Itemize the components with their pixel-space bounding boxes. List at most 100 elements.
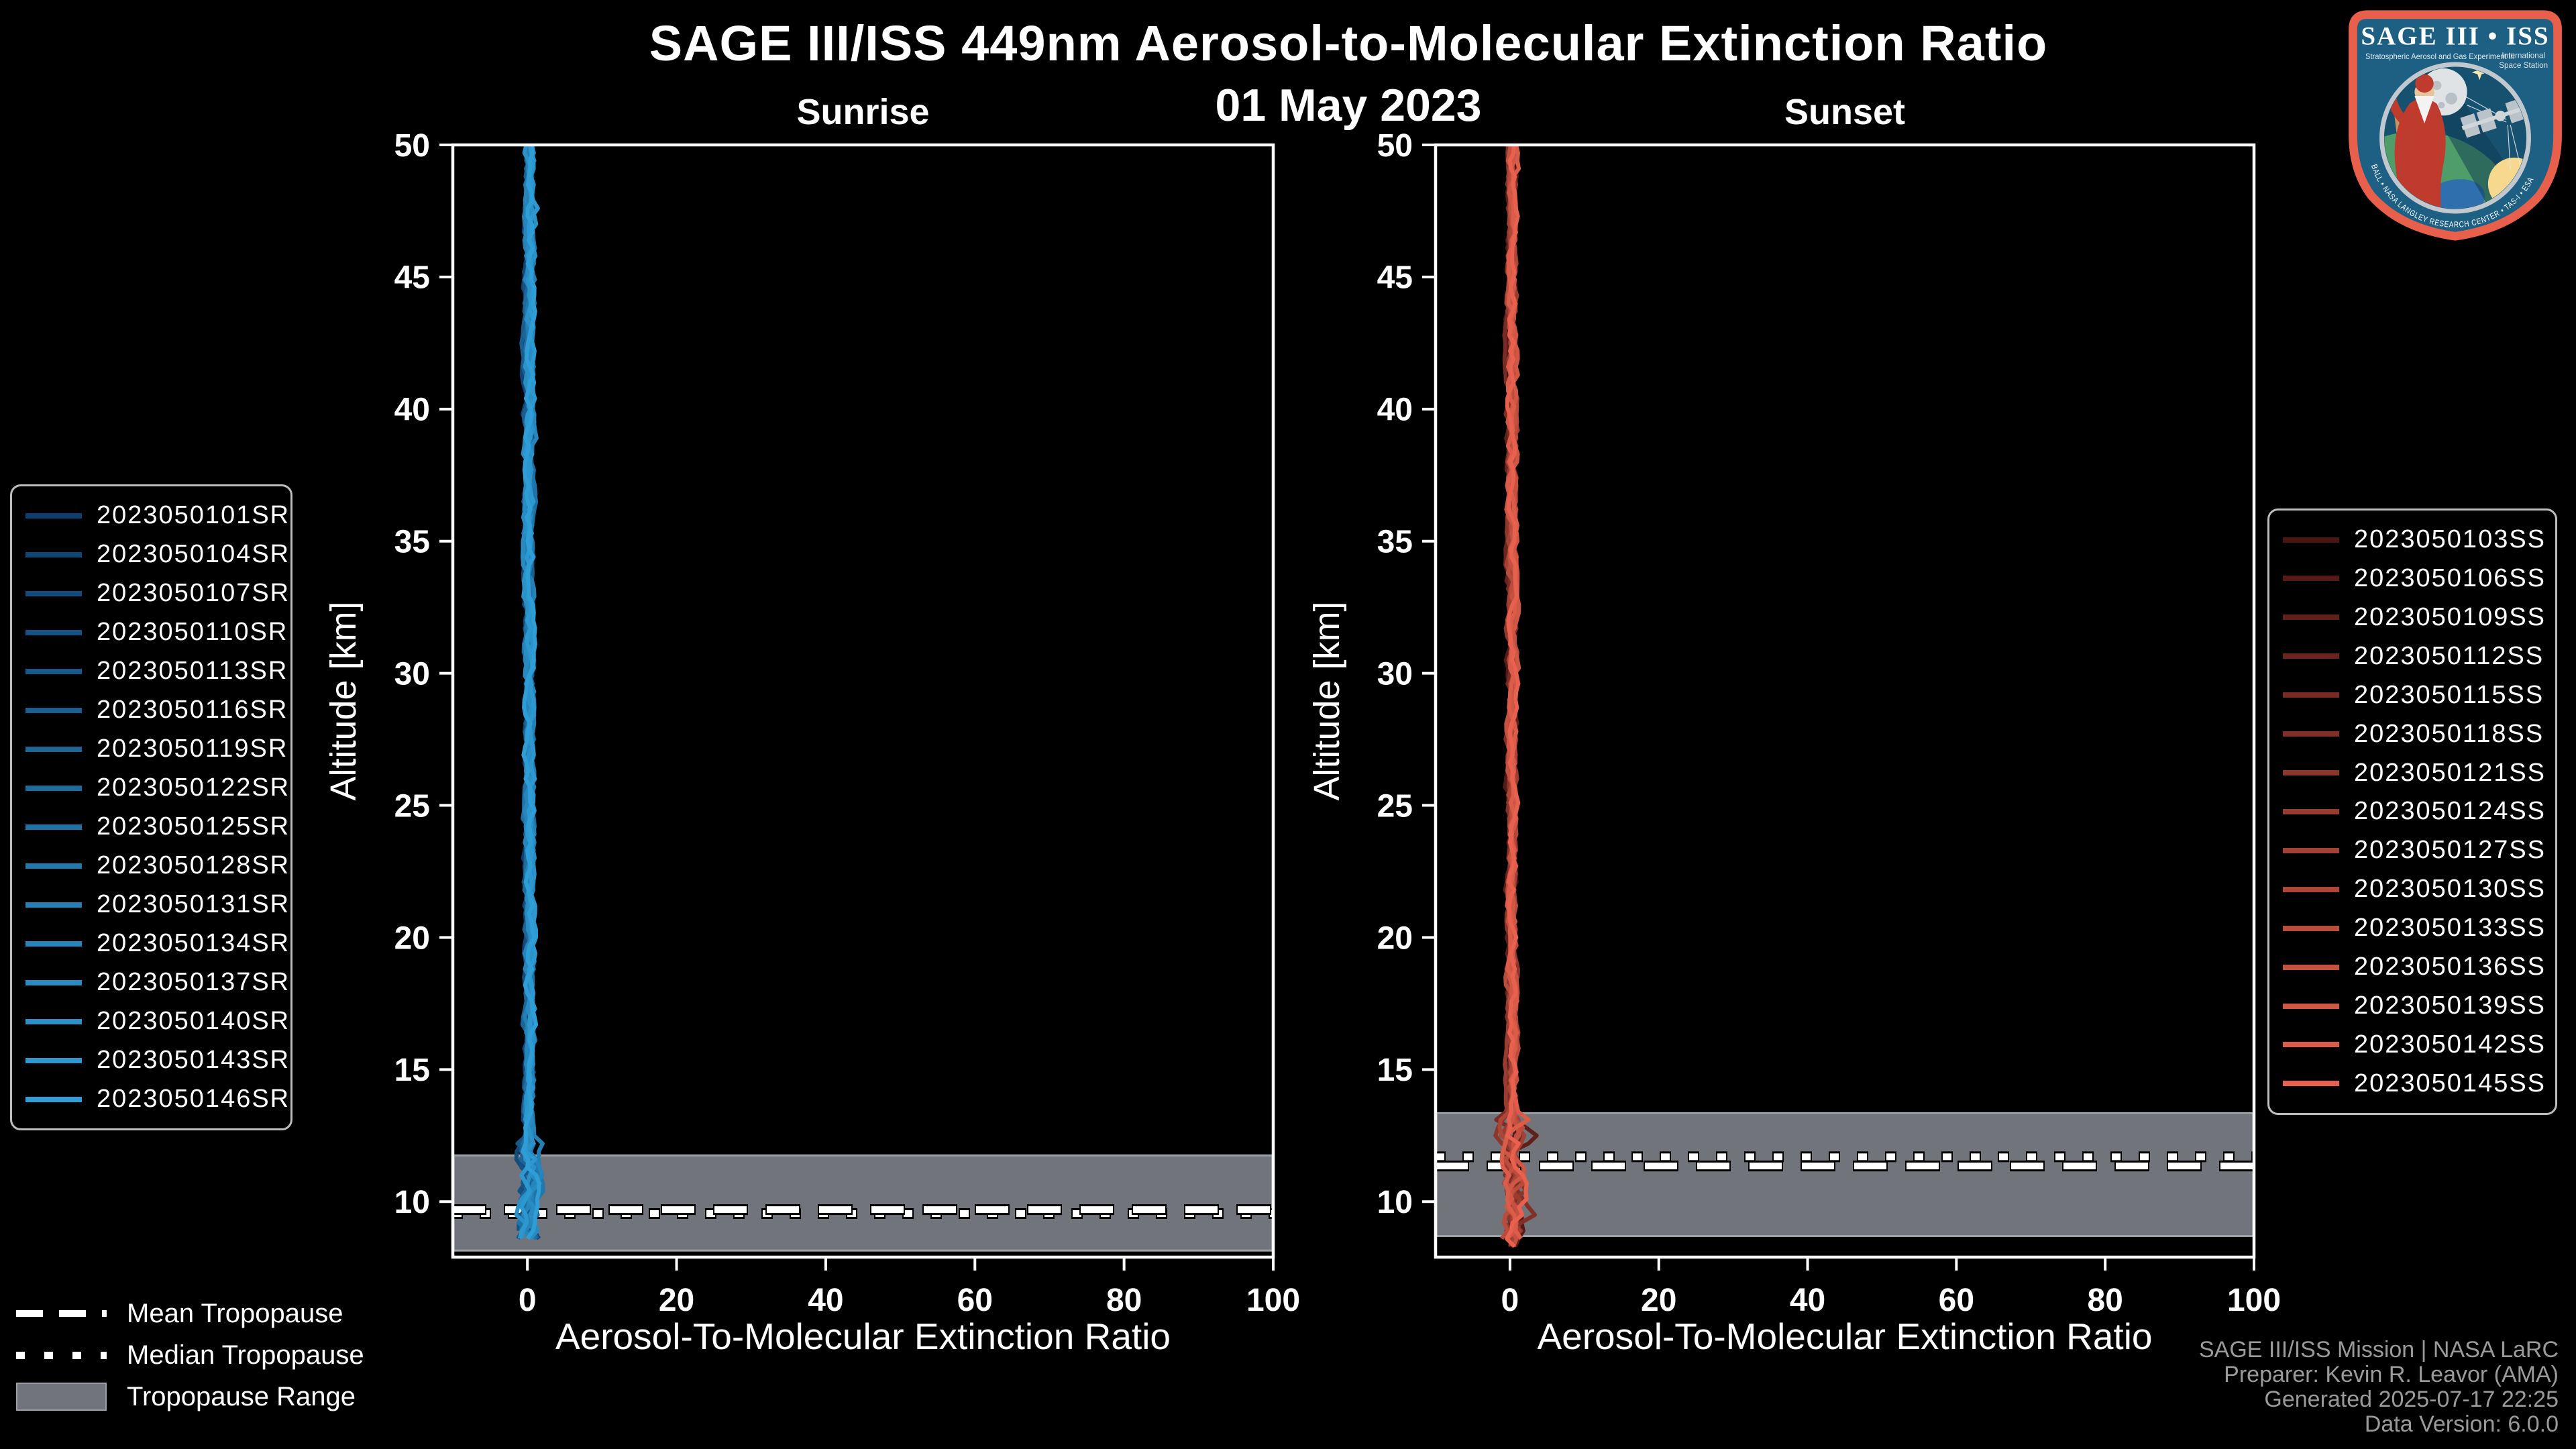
y-tick-label: 15 <box>394 1053 430 1088</box>
legend-line-swatch <box>25 824 82 830</box>
tropopause-legend: Mean Tropopause Median Tropopause Tropop… <box>16 1297 364 1413</box>
y-tick-label: 40 <box>1377 392 1413 428</box>
legend-label: 2023050109SS <box>2354 602 2546 631</box>
legend-item: 2023050109SS <box>2283 603 2544 632</box>
legend-item: 2023050131SR <box>25 890 288 919</box>
legend-label: 2023050145SS <box>2354 1069 2546 1097</box>
y-tick-label: 50 <box>1377 128 1413 164</box>
profile-line-2023050146SR <box>520 145 541 1240</box>
legend-item-tropopause-range: Tropopause Range <box>16 1381 364 1413</box>
legend-label: 2023050140SR <box>97 1007 290 1035</box>
legend-item: 2023050143SR <box>25 1046 288 1075</box>
profile-line-2023050145SS <box>1505 145 1529 1248</box>
x-tick-label: 40 <box>808 1283 843 1318</box>
legend-item: 2023050142SS <box>2283 1030 2544 1059</box>
legend-label: 2023050121SS <box>2354 758 2546 787</box>
x-tick-label: 0 <box>519 1283 537 1318</box>
legend-label: Tropopause Range <box>127 1381 356 1411</box>
legend-line-swatch <box>25 668 82 674</box>
legend-label: 2023050143SR <box>97 1046 290 1074</box>
legend-item: 2023050121SS <box>2283 759 2544 788</box>
legend-item: 2023050134SR <box>25 929 288 958</box>
legend-line-swatch <box>2283 925 2339 931</box>
legend-item: 2023050128SR <box>25 851 288 880</box>
x-tick-label: 80 <box>2087 1283 2123 1318</box>
sunset-x-axis-label: Aerosol-To-Molecular Extinction Ratio <box>1537 1316 2153 1357</box>
legend-item: 2023050139SS <box>2283 991 2544 1020</box>
figure-date: 01 May 2023 <box>1215 80 1482 131</box>
legend-label: 2023050106SS <box>2354 564 2546 592</box>
legend-item: 2023050130SS <box>2283 875 2544 904</box>
legend-line-swatch <box>2283 847 2339 853</box>
y-tick-label: 30 <box>394 656 430 692</box>
plot-border <box>451 143 1275 1259</box>
legend-line-swatch <box>2283 1081 2339 1087</box>
legend-item: 2023050103SS <box>2283 525 2544 554</box>
legend-line-swatch <box>2283 731 2339 737</box>
legend-item: 2023050125SR <box>25 812 288 841</box>
legend-item: 2023050101SR <box>25 501 288 530</box>
legend-item: 2023050112SS <box>2283 642 2542 671</box>
legend-item: 2023050122SR <box>25 773 288 802</box>
legend-label: 2023050128SR <box>97 851 290 879</box>
legend-label: 2023050130SS <box>2354 875 2546 904</box>
y-tick-label: 25 <box>1377 788 1413 824</box>
legend-label: 2023050131SR <box>97 890 290 918</box>
legend-label: 2023050107SR <box>97 579 290 607</box>
legend-label: 2023050146SR <box>97 1085 290 1113</box>
legend-line-swatch <box>25 941 82 947</box>
legend-item-median-tropopause: Median Tropopause <box>16 1339 364 1371</box>
page-title: SAGE III/ISS 449nm Aerosol-to-Molecular … <box>649 15 2048 71</box>
legend-line-swatch <box>25 629 82 635</box>
legend-item: 2023050140SR <box>25 1007 288 1036</box>
y-tick-label: 40 <box>394 392 430 428</box>
x-tick-label: 20 <box>659 1283 694 1318</box>
legend-label: 2023050104SR <box>97 540 290 568</box>
legend-item: 2023050146SR <box>25 1085 288 1114</box>
attribution-version: Data Version: 6.0.0 <box>2364 1411 2559 1437</box>
sunset-panel-title: Sunset <box>1784 92 1906 132</box>
logo-subtitle-left: Stratospheric Aerosol and Gas Experiment… <box>2365 52 2515 61</box>
x-tick-label: 80 <box>1106 1283 1142 1318</box>
legend-label: Mean Tropopause <box>127 1298 343 1328</box>
legend-label: 2023050101SR <box>97 501 290 529</box>
x-tick-label: 20 <box>1641 1283 1676 1318</box>
y-tick-label: 10 <box>1377 1185 1413 1220</box>
legend-label: 2023050118SS <box>2354 719 2544 748</box>
x-tick-label: 60 <box>1939 1283 1974 1318</box>
legend-line-swatch <box>2283 537 2339 543</box>
legend-line-swatch <box>2283 1003 2339 1009</box>
legend-item: 2023050136SS <box>2283 953 2544 981</box>
legend-item: 2023050104SR <box>25 540 288 569</box>
legend-label: 2023050119SR <box>97 735 288 763</box>
legend-line-swatch <box>25 863 82 869</box>
band-swatch <box>16 1383 107 1411</box>
legend-item: 2023050137SR <box>25 968 288 997</box>
y-tick-label: 10 <box>394 1185 430 1220</box>
legend-line-swatch <box>2283 964 2339 970</box>
sunset-event-legend: 2023050103SS 2023050106SS 2023050109SS 2023… <box>2267 508 2557 1115</box>
legend-label: 2023050124SS <box>2354 797 2546 826</box>
legend-label: 2023050136SS <box>2354 953 2546 981</box>
legend-label: 2023050116SR <box>97 696 288 724</box>
tropopause-range-band <box>452 1154 1274 1252</box>
logo-subtitle-right-1: International <box>2502 51 2545 60</box>
y-tick-label: 30 <box>1377 656 1413 692</box>
legend-label: 2023050103SS <box>2354 525 2546 553</box>
legend-item: 2023050106SS <box>2283 564 2544 593</box>
profile-lines <box>514 145 545 1240</box>
sunset-plot: 0 20 40 60 80 100 10 15 20 25 30 35 40 45 50 <box>1377 128 2281 1318</box>
sunrise-y-axis-label: Altitude [km] <box>323 601 364 801</box>
y-tick-label: 50 <box>394 128 430 164</box>
legend-line-swatch <box>25 590 82 596</box>
legend-label: 2023050112SS <box>2354 641 2544 670</box>
legend-line-swatch <box>25 785 82 791</box>
legend-line-swatch <box>25 746 82 752</box>
y-tick-label: 20 <box>1377 920 1413 956</box>
logo-subtitle-right-2: Space Station <box>2499 61 2548 70</box>
x-tick-label: 100 <box>1246 1283 1300 1318</box>
attribution-generated: Generated 2025-07-17 22:25 <box>2264 1387 2559 1412</box>
legend-line-swatch <box>25 1096 82 1102</box>
attribution-mission: SAGE III/ISS Mission | NASA LaRC <box>2198 1337 2559 1362</box>
y-tick-label: 45 <box>394 260 430 296</box>
